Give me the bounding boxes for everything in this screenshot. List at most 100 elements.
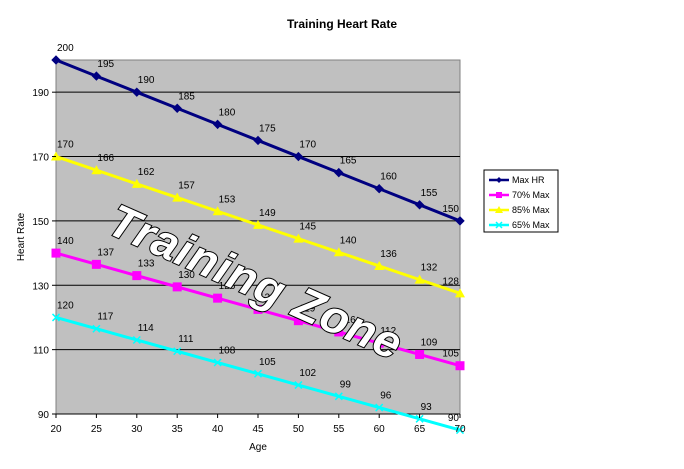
plot-area — [55, 59, 461, 415]
marker-s2-8 — [374, 260, 385, 270]
legend-marker-2 — [495, 206, 503, 213]
data-label-s0-7: 165 — [340, 156, 357, 167]
data-label-s2-1: 166 — [97, 153, 114, 164]
data-label-s2-3: 157 — [178, 181, 195, 192]
x-tick-label-8: 60 — [374, 424, 386, 435]
x-tick-label-5: 45 — [252, 424, 264, 435]
y-tick-label-4: 170 — [32, 153, 49, 164]
marker-s3-6 — [294, 381, 303, 390]
data-label-s0-3: 185 — [178, 91, 195, 102]
marker-s3-4 — [213, 358, 222, 367]
marker-s3-2 — [132, 335, 141, 345]
data-label-s3-4: 108 — [219, 346, 236, 357]
marker-s0-8 — [374, 184, 384, 194]
marker-s0-2 — [132, 87, 142, 97]
data-label-s3-8: 96 — [380, 391, 392, 402]
data-label-s1-6: 119 — [299, 304, 315, 315]
data-label-s2-0: 170 — [57, 140, 74, 151]
legend-label-2: 85% Max — [512, 205, 550, 215]
data-label-s2-6: 145 — [299, 222, 316, 233]
x-tick-label-9: 65 — [414, 424, 426, 435]
data-label-s2-8: 136 — [380, 249, 397, 260]
y-tick-label-1: 110 — [33, 346, 49, 357]
marker-s1-5 — [253, 304, 263, 314]
data-labels: 200 195 190 185 180 175 170 165 160 155 150 140 137 1… — [57, 43, 459, 424]
marker-s0-3 — [172, 103, 182, 113]
marker-s0-1 — [91, 71, 102, 81]
data-label-s2-10: 128 — [442, 276, 459, 287]
x-tick-label-0: 20 — [50, 424, 62, 435]
chart-title: Training Heart Rate — [287, 17, 397, 31]
data-label-s1-7: 116 — [340, 315, 356, 326]
marker-s3-5 — [253, 369, 263, 378]
data-label-s3-10: 90 — [448, 413, 460, 424]
data-label-s0-9: 155 — [421, 188, 438, 199]
legend-marker-0 — [496, 177, 502, 183]
legend-marker-3 — [495, 221, 503, 229]
marker-s2-7 — [333, 247, 344, 257]
marker-s0-10 — [455, 216, 465, 226]
data-label-s3-2: 114 — [138, 323, 154, 334]
marker-s2-4 — [212, 206, 223, 216]
marker-s1-0 — [51, 248, 61, 258]
marker-s0-7 — [334, 167, 344, 178]
data-label-s3-7: 99 — [340, 379, 352, 390]
x-axis-label: Age — [249, 442, 267, 453]
series-markers — [51, 55, 465, 435]
data-label-s0-0: 200 — [57, 43, 74, 54]
marker-s1-3 — [172, 282, 182, 292]
data-label-s1-1: 137 — [97, 247, 114, 258]
x-tick-label-6: 50 — [293, 424, 305, 435]
y-tick-label-2: 130 — [32, 281, 49, 292]
marker-s3-10 — [455, 426, 465, 435]
legend-label-1: 70% Max — [512, 190, 550, 200]
data-label-s0-10: 150 — [442, 204, 459, 215]
data-label-s2-4: 153 — [219, 194, 236, 205]
data-label-s3-9: 93 — [421, 402, 433, 413]
marker-s2-1 — [91, 165, 102, 175]
y-axis-label: Heart Rate — [16, 212, 27, 261]
legend-marker-1 — [496, 192, 502, 198]
marker-s0-0 — [51, 55, 61, 65]
data-label-s0-8: 160 — [380, 172, 397, 183]
data-label-s1-4: 126 — [219, 281, 236, 292]
marker-s2-3 — [172, 192, 183, 202]
data-label-s2-5: 149 — [259, 208, 276, 219]
x-tick-label-3: 35 — [172, 424, 184, 435]
marker-s1-8 — [374, 338, 384, 348]
data-label-s3-5: 105 — [259, 357, 276, 368]
x-tick-label-2: 30 — [131, 424, 143, 435]
y-tick-label-3: 150 — [32, 217, 49, 228]
marker-s0-9 — [414, 200, 425, 210]
y-axis-ticks: 90 110 130 150 170 190 — [32, 88, 56, 421]
legend-label-3: 65% Max — [512, 220, 550, 230]
marker-s3-9 — [415, 414, 424, 423]
data-label-s0-1: 195 — [97, 59, 114, 70]
marker-s1-9 — [415, 349, 425, 359]
data-label-s0-4: 180 — [219, 107, 236, 118]
data-label-s1-2: 133 — [138, 259, 155, 270]
marker-s0-6 — [293, 151, 304, 162]
data-label-s1-8: 112 — [380, 326, 396, 337]
gridlines — [56, 91, 460, 415]
marker-s1-10 — [455, 361, 465, 371]
data-label-s1-9: 109 — [421, 337, 438, 348]
x-tick-label-4: 40 — [212, 424, 224, 435]
marker-s1-1 — [91, 259, 101, 269]
marker-s2-2 — [131, 178, 142, 188]
data-label-s1-3: 130 — [178, 270, 195, 281]
marker-s3-8 — [375, 403, 384, 412]
y-tick-label-5: 190 — [32, 88, 49, 99]
marker-s2-6 — [293, 233, 304, 243]
x-tick-label-1: 25 — [91, 424, 103, 435]
marker-s1-4 — [213, 293, 223, 303]
marker-s2-5 — [253, 219, 263, 229]
data-label-s2-7: 140 — [340, 235, 357, 246]
x-tick-label-10: 70 — [454, 424, 466, 435]
data-label-s1-5: 123 — [259, 292, 276, 303]
legend: Max HR 70% Max 85% Max 65% Max — [483, 169, 559, 233]
marker-s1-6 — [293, 316, 303, 326]
marker-s0-5 — [253, 135, 263, 146]
marker-s3-1 — [92, 324, 101, 333]
